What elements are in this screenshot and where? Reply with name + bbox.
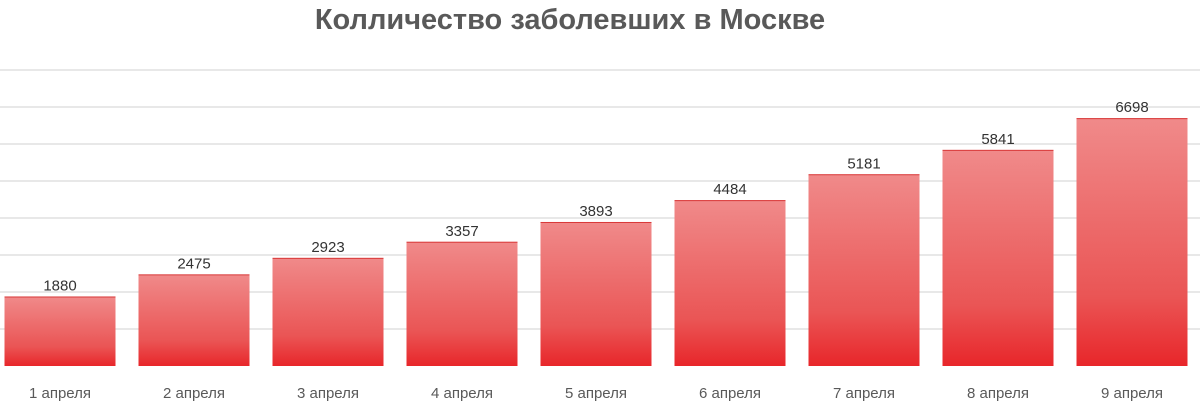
data-label: 3893 <box>579 203 612 220</box>
data-label: 5841 <box>981 131 1014 148</box>
data-label: 1880 <box>43 277 76 294</box>
x-tick-label: 4 апреля <box>431 385 493 402</box>
data-label: 4484 <box>713 181 746 198</box>
x-tick-label: 3 апреля <box>297 385 359 402</box>
data-label: 3357 <box>445 223 478 240</box>
bar <box>138 274 250 366</box>
bar <box>674 200 786 366</box>
bar <box>406 241 518 366</box>
x-tick-label: 9 апреля <box>1101 385 1163 402</box>
bar <box>4 296 116 366</box>
x-tick-label: 7 апреля <box>833 385 895 402</box>
bar <box>1076 118 1188 366</box>
data-label: 5181 <box>847 155 880 172</box>
bar <box>808 174 920 366</box>
data-label: 2475 <box>177 255 210 272</box>
bar <box>272 257 384 366</box>
bar <box>942 149 1054 366</box>
x-tick-label: 1 апреля <box>29 385 91 402</box>
x-tick-label: 8 апреля <box>967 385 1029 402</box>
data-label: 2923 <box>311 239 344 256</box>
x-tick-label: 6 апреля <box>699 385 761 402</box>
data-label: 6698 <box>1115 99 1148 116</box>
chart-title: Колличество заболевших в Москве <box>314 4 826 36</box>
bar <box>540 221 652 366</box>
x-tick-label: 5 апреля <box>565 385 627 402</box>
x-tick-label: 2 апреля <box>163 385 225 402</box>
